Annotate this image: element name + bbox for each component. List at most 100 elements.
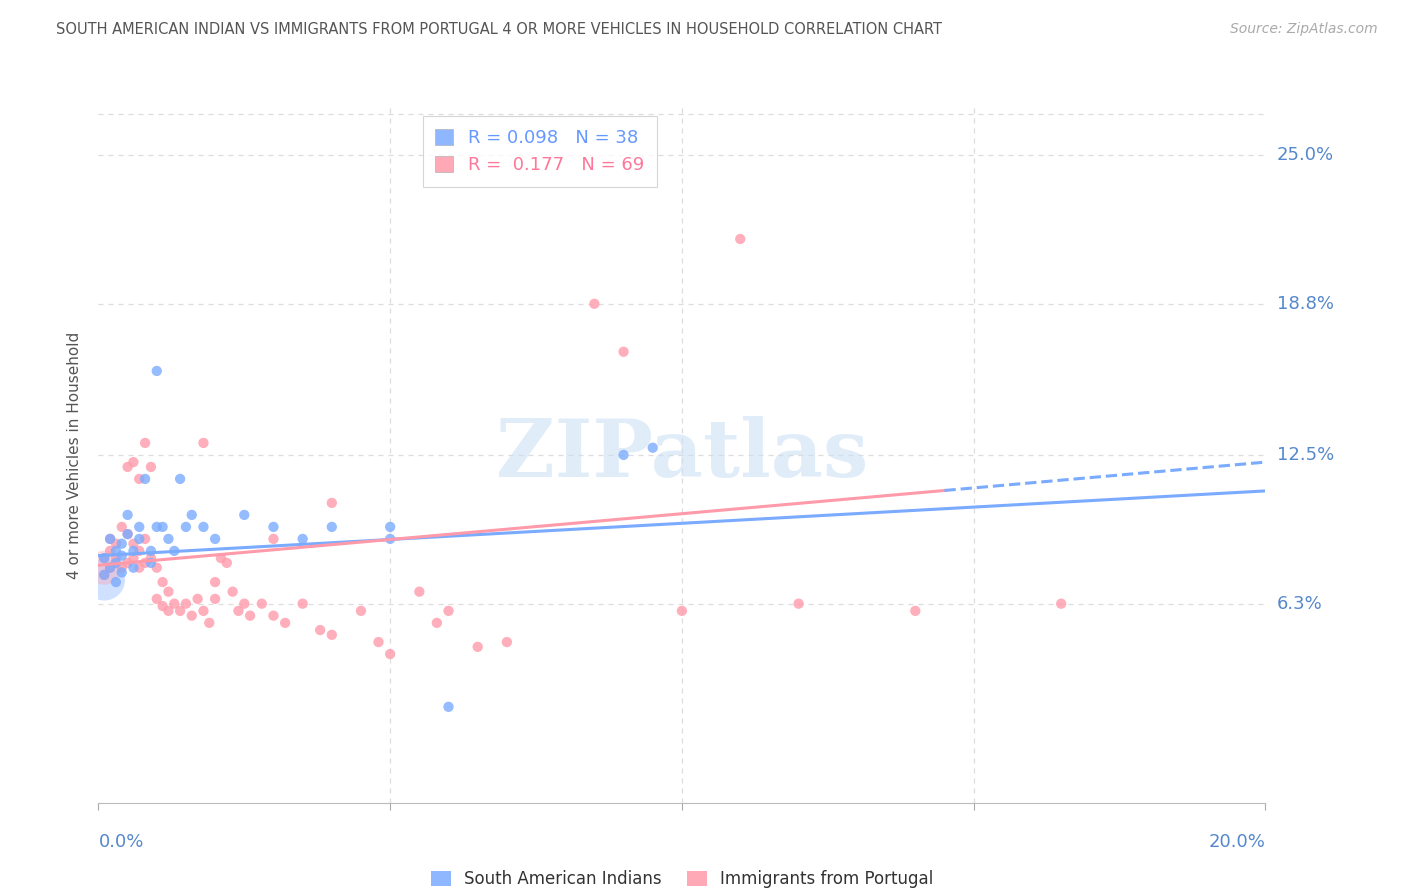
Text: 18.8%: 18.8% xyxy=(1277,294,1333,313)
Point xyxy=(221,584,243,599)
Point xyxy=(193,436,215,450)
Point xyxy=(122,551,145,566)
Point xyxy=(204,575,226,590)
Point xyxy=(122,544,145,558)
Point xyxy=(93,551,115,566)
Text: 12.5%: 12.5% xyxy=(1277,446,1334,464)
Point xyxy=(134,472,156,486)
Point xyxy=(104,537,127,551)
Point xyxy=(104,551,127,566)
Point xyxy=(152,599,174,613)
Point xyxy=(163,544,186,558)
Point xyxy=(350,604,373,618)
Point xyxy=(193,520,215,534)
Point xyxy=(239,608,262,623)
Point xyxy=(111,566,134,580)
Point xyxy=(146,560,169,574)
Text: 6.3%: 6.3% xyxy=(1277,595,1322,613)
Point xyxy=(157,584,180,599)
Point xyxy=(139,556,162,570)
Point xyxy=(139,551,162,566)
Point xyxy=(274,615,297,630)
Point xyxy=(134,556,156,570)
Point xyxy=(122,455,145,469)
Point xyxy=(139,459,162,474)
Point xyxy=(104,544,127,558)
Point xyxy=(169,604,191,618)
Point xyxy=(152,520,174,534)
Point xyxy=(215,556,238,570)
Legend: South American Indians, Immigrants from Portugal: South American Indians, Immigrants from … xyxy=(425,863,939,892)
Point xyxy=(111,520,134,534)
Text: 25.0%: 25.0% xyxy=(1277,146,1334,164)
Point xyxy=(134,436,156,450)
Point xyxy=(250,597,273,611)
Y-axis label: 4 or more Vehicles in Household: 4 or more Vehicles in Household xyxy=(67,331,83,579)
Point xyxy=(98,532,121,546)
Point xyxy=(104,575,127,590)
Point xyxy=(495,635,517,649)
Point xyxy=(134,532,156,546)
Point xyxy=(98,544,121,558)
Point xyxy=(367,635,389,649)
Point xyxy=(146,520,169,534)
Text: 20.0%: 20.0% xyxy=(1209,833,1265,851)
Point xyxy=(111,537,134,551)
Point xyxy=(180,608,202,623)
Point xyxy=(291,532,314,546)
Point xyxy=(128,532,150,546)
Point xyxy=(146,591,169,606)
Point xyxy=(157,604,180,618)
Point xyxy=(169,472,191,486)
Point xyxy=(228,604,250,618)
Point xyxy=(309,623,332,637)
Point xyxy=(262,608,284,623)
Point xyxy=(378,647,402,661)
Point xyxy=(174,520,197,534)
Point xyxy=(93,573,115,587)
Point xyxy=(437,699,460,714)
Point xyxy=(128,560,150,574)
Point xyxy=(262,532,284,546)
Point xyxy=(671,604,693,618)
Point xyxy=(612,448,634,462)
Point xyxy=(180,508,202,522)
Point xyxy=(117,556,139,570)
Point xyxy=(117,527,139,541)
Point xyxy=(93,560,115,574)
Point xyxy=(612,344,634,359)
Point xyxy=(117,527,139,541)
Point xyxy=(198,615,221,630)
Point xyxy=(321,496,343,510)
Point xyxy=(128,544,150,558)
Point xyxy=(408,584,430,599)
Point xyxy=(93,567,115,582)
Point xyxy=(291,597,314,611)
Point xyxy=(378,520,402,534)
Point xyxy=(204,532,226,546)
Text: SOUTH AMERICAN INDIAN VS IMMIGRANTS FROM PORTUGAL 4 OR MORE VEHICLES IN HOUSEHOL: SOUTH AMERICAN INDIAN VS IMMIGRANTS FROM… xyxy=(56,22,942,37)
Point xyxy=(122,560,145,574)
Point xyxy=(128,472,150,486)
Point xyxy=(728,232,751,246)
Point xyxy=(583,297,606,311)
Point xyxy=(157,532,180,546)
Point xyxy=(262,520,284,534)
Point xyxy=(98,560,121,574)
Point xyxy=(111,549,134,563)
Point xyxy=(378,532,402,546)
Point xyxy=(128,520,150,534)
Point xyxy=(122,537,145,551)
Point xyxy=(152,575,174,590)
Point xyxy=(117,459,139,474)
Point xyxy=(139,544,162,558)
Point xyxy=(98,532,121,546)
Point xyxy=(233,508,256,522)
Point xyxy=(321,520,343,534)
Point xyxy=(163,597,186,611)
Point xyxy=(641,441,664,455)
Point xyxy=(467,640,489,654)
Point xyxy=(437,604,460,618)
Point xyxy=(174,597,197,611)
Point xyxy=(904,604,927,618)
